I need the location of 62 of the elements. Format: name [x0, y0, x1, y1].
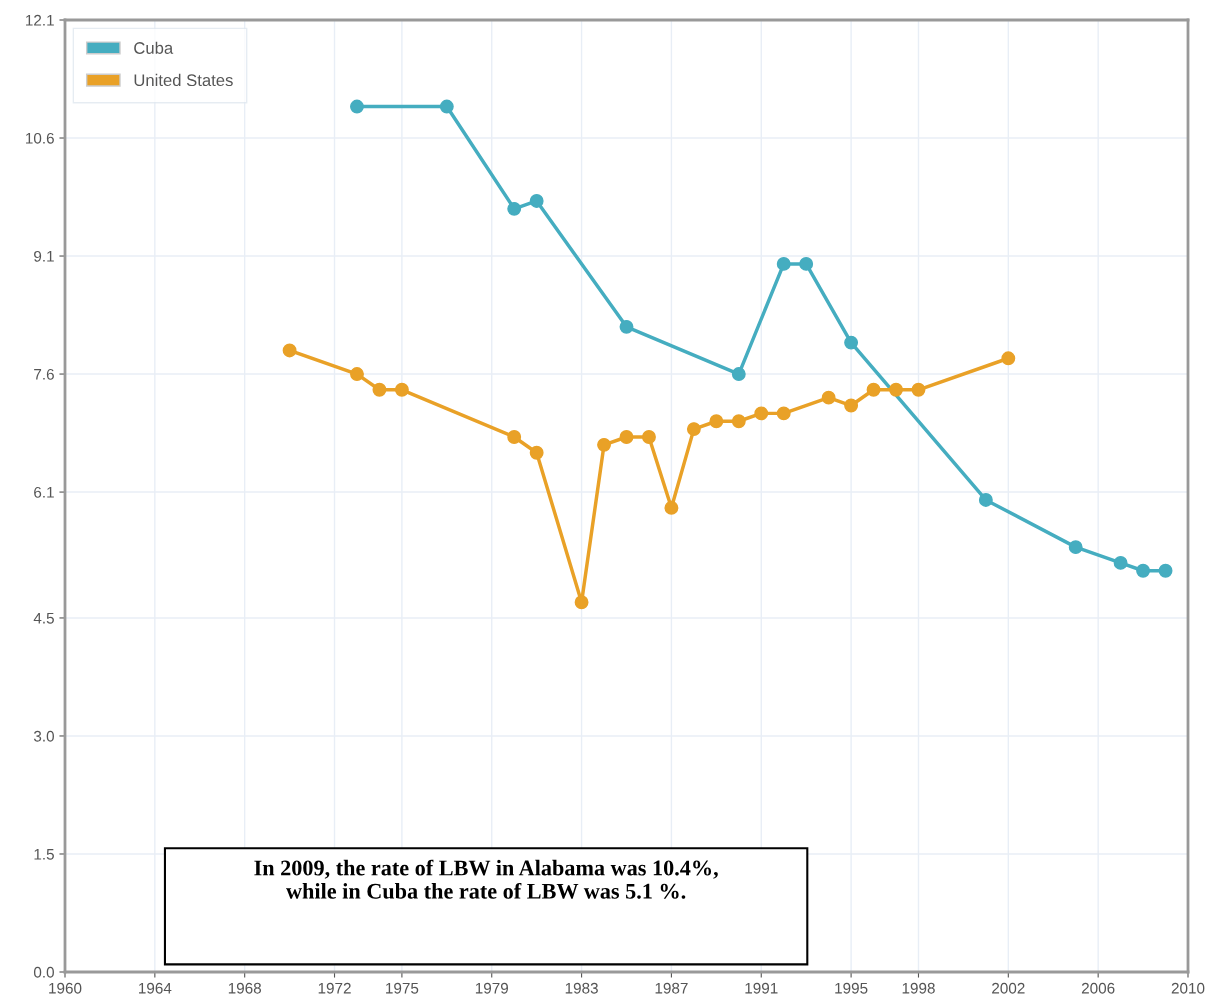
x-tick-label: 1991	[745, 982, 778, 994]
y-tick-label: 0.0	[33, 966, 54, 978]
point	[350, 367, 364, 381]
point	[866, 382, 881, 397]
point	[821, 390, 836, 405]
y-tick-label: 1.5	[34, 849, 54, 860]
point	[372, 382, 387, 397]
legend-label: Cuba	[134, 41, 174, 54]
x-tick-label: 1998	[902, 982, 935, 994]
x-tick-label: 1968	[228, 982, 262, 994]
point	[776, 406, 791, 421]
point	[394, 382, 409, 397]
x-tick-label: 1983	[565, 982, 598, 994]
y-tick-label: 12.1	[26, 14, 54, 26]
x-tick-label: 1972	[318, 982, 351, 994]
point	[686, 422, 701, 437]
point	[350, 99, 364, 114]
y-tick-label: 7.6	[34, 368, 54, 380]
point	[754, 406, 769, 421]
point	[1113, 555, 1128, 570]
point	[709, 414, 724, 429]
point	[731, 367, 746, 381]
point	[439, 99, 454, 114]
y-tick-label: 3.0	[33, 730, 54, 742]
point	[911, 382, 926, 397]
point	[574, 595, 589, 610]
x-tick-label: 1975	[386, 982, 419, 994]
point	[978, 492, 993, 507]
point	[1068, 540, 1083, 555]
point	[282, 343, 297, 358]
point	[1001, 351, 1016, 366]
x-tick-label: 1987	[655, 982, 688, 994]
point	[507, 201, 522, 216]
point	[664, 500, 679, 515]
point	[507, 430, 522, 444]
point	[642, 430, 656, 444]
point	[799, 256, 814, 271]
x-tick-label: 1979	[475, 982, 509, 994]
point	[597, 437, 611, 452]
point	[529, 445, 544, 460]
point	[844, 398, 859, 413]
y-tick-label: 10.6	[26, 132, 54, 144]
point	[1158, 563, 1173, 578]
x-tick-label: 1960	[49, 982, 82, 994]
x-tick-label: 2010	[1171, 982, 1205, 994]
x-tick-label: 1995	[835, 982, 868, 994]
point	[619, 319, 634, 334]
point	[844, 335, 859, 350]
x-tick-label: 2002	[992, 982, 1025, 994]
y-tick-label: 9.1	[34, 250, 54, 262]
annotation: In 2009, the rate of LBW in Alabama was 10.4%, while in Cuba the rate of LBW was 5.1 %.	[254, 859, 718, 899]
x-tick-label: 2006	[1081, 982, 1115, 994]
point	[619, 430, 634, 444]
legend-label: United States	[134, 73, 233, 87]
y-tick-label: 4.5	[33, 612, 54, 624]
point	[731, 414, 746, 429]
point	[776, 256, 791, 271]
point	[1136, 563, 1151, 578]
y-tick-label: 6.1	[34, 486, 54, 498]
x-tick-label: 1964	[139, 982, 172, 994]
point	[889, 382, 903, 397]
point	[529, 194, 544, 208]
